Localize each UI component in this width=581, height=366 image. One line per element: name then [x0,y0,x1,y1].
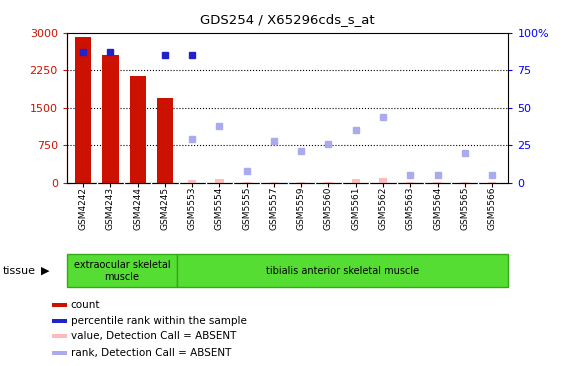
Text: rank, Detection Call = ABSENT: rank, Detection Call = ABSENT [70,348,231,358]
Bar [102,55,119,183]
Text: GSM5561: GSM5561 [352,187,360,230]
Text: GSM4242: GSM4242 [78,187,88,229]
Bar [433,182,442,183]
Bar [67,254,177,287]
Text: GSM5565: GSM5565 [460,187,469,230]
Bar [488,182,496,183]
Bar [461,182,469,183]
Bar [297,182,305,183]
Text: percentile rank within the sample: percentile rank within the sample [70,315,246,326]
Text: GSM4245: GSM4245 [160,187,170,230]
Bar [324,182,332,183]
Bar [379,178,387,183]
Text: GSM5555: GSM5555 [242,187,251,230]
Text: GSM5554: GSM5554 [215,187,224,230]
Bar [52,318,67,323]
Text: GSM4244: GSM4244 [133,187,142,229]
Bar [352,179,360,183]
Bar [243,182,251,183]
Text: GSM5563: GSM5563 [406,187,415,230]
Text: value, Detection Call = ABSENT: value, Detection Call = ABSENT [70,331,236,341]
Text: ▶: ▶ [41,266,49,276]
Text: tibialis anterior skeletal muscle: tibialis anterior skeletal muscle [266,266,419,276]
Text: GSM5553: GSM5553 [188,187,197,230]
Bar [52,303,67,307]
Bar [406,182,414,183]
Bar [130,76,146,183]
Text: GSM5562: GSM5562 [378,187,388,230]
Bar [188,180,196,183]
Text: GSM5557: GSM5557 [270,187,278,230]
Text: GSM5559: GSM5559 [297,187,306,230]
Text: extraocular skeletal
muscle: extraocular skeletal muscle [74,260,170,282]
Bar [75,37,91,183]
Bar [52,351,67,355]
Text: count: count [70,300,100,310]
Bar [270,182,278,183]
Text: GSM4243: GSM4243 [106,187,115,230]
Text: GDS254 / X65296cds_s_at: GDS254 / X65296cds_s_at [200,13,375,26]
Bar [216,179,224,183]
Bar [52,334,67,338]
Text: GSM5566: GSM5566 [487,187,497,230]
Bar [177,254,508,287]
Text: GSM5560: GSM5560 [324,187,333,230]
Text: GSM5564: GSM5564 [433,187,442,230]
Text: tissue: tissue [3,266,36,276]
Bar [157,98,173,183]
